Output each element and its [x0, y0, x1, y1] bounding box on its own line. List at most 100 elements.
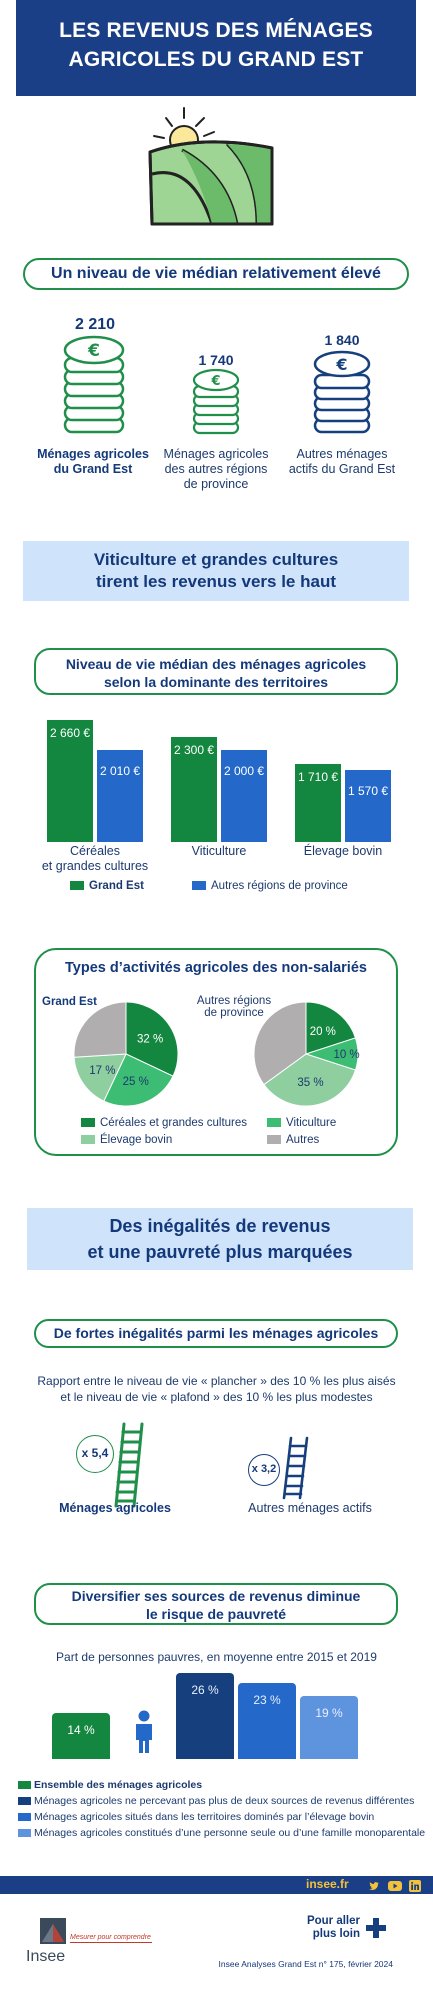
page-title: LES REVENUS DES MÉNAGES AGRICOLES DU GRA… — [16, 0, 416, 96]
bar-grand-est: 2 300 € — [171, 736, 217, 842]
label-line: actifs du Grand Est — [288, 462, 396, 476]
insee-tagline: Mesurer pour comprendre — [70, 1934, 152, 1943]
label-agri-grand-est: Ménages agricoles du Grand Est — [25, 447, 161, 477]
poverty-bar: 19 % — [300, 1696, 358, 1759]
category-label: Céréales et grandes cultures — [41, 844, 149, 873]
legend-label: Céréales et grandes cultures — [100, 1117, 248, 1129]
bar-value-label: 23 % — [253, 1692, 281, 1707]
description-line: et le niveau de vie « plafond » des 10 %… — [60, 1390, 373, 1404]
description-line: Rapport entre le niveau de vie « planche… — [37, 1374, 396, 1388]
section1-heading: Un niveau de vie médian relativement éle… — [23, 258, 409, 290]
linkedin-icon[interactable] — [409, 1879, 421, 1892]
heading-line: Niveau de vie médian des ménages agricol… — [65, 656, 367, 672]
legend-elevage: Élevage bovin — [81, 1134, 172, 1146]
amount-agri-other-regions: 1 740 — [198, 352, 234, 368]
bar-value-label: 19 % — [315, 1706, 343, 1721]
legend-swatch — [267, 1135, 281, 1145]
section-banner-1: Viticulture et grandes cultures tirent l… — [23, 541, 409, 601]
publication-reference: Insee Analyses Grand Est n° 175, février… — [218, 1959, 393, 1969]
legend-grand-est: Grand Est — [70, 880, 144, 892]
twitter-icon[interactable] — [368, 1879, 380, 1891]
legend-swatch — [81, 1118, 95, 1128]
pie-title-grand-est: Grand Est — [42, 996, 97, 1008]
insee-logo — [38, 1916, 68, 1946]
bar-value-label: 1 570 € — [347, 783, 389, 798]
pie-slice-label: 32 % — [137, 1034, 163, 1046]
youtube-icon[interactable] — [388, 1879, 402, 1891]
ratio-other-badge: x 3,2 — [248, 1454, 280, 1486]
title-line-2: AGRICOLES DU GRAND EST — [68, 48, 364, 71]
more-info-link[interactable]: Pour aller plus loin — [296, 1915, 360, 1941]
ladder-icon — [282, 1436, 309, 1500]
bar-value-label: 1 710 € — [297, 769, 339, 784]
pie-title-line: de province — [204, 1007, 264, 1019]
pie-slice-label: 25 % — [123, 1076, 149, 1088]
category-label: Viticulture — [191, 844, 247, 858]
label-line: des autres régions — [164, 462, 268, 476]
pie-slice-label: 35 % — [297, 1077, 323, 1089]
insee-logo-text: Insee — [26, 1948, 66, 1965]
legend-label: Grand Est — [89, 880, 144, 892]
legend-poverty-all: Ensemble des ménages agricoles — [18, 1779, 202, 1791]
insee-site-link[interactable]: insee.fr — [306, 1877, 349, 1891]
section-banner-2: Des inégalités de revenus et une pauvret… — [27, 1208, 413, 1270]
heading-line: Diversifier ses sources de revenus dimin… — [71, 1588, 361, 1604]
inequality-heading: De fortes inégalités parmi les ménages a… — [34, 1319, 398, 1348]
pie-title-other-regions: Autres régions de province — [186, 995, 282, 1019]
legend-poverty-single: Ménages agricoles constitués d’une perso… — [18, 1827, 425, 1839]
ratio-other-label: Autres ménages actifs — [248, 1501, 372, 1515]
field-sun-icon — [148, 107, 274, 226]
bar-chart-median-income: 2 660 € 2 010 € Céréales et grandes culture… — [0, 700, 433, 900]
poverty-bar: 26 % — [176, 1673, 234, 1759]
pie-slice — [263, 1053, 357, 1107]
more-info-line: plus loin — [312, 1928, 360, 1940]
bar-value-label: 2 660 € — [49, 726, 91, 740]
legend-autres: Autres — [267, 1134, 319, 1146]
legend-poverty-two-sources: Ménages agricoles ne percevant pas plus … — [18, 1795, 414, 1807]
svg-text:€: € — [335, 355, 347, 374]
pie-slice-label: 17 % — [89, 1065, 115, 1077]
legend-label: Ménages agricoles constitués d’une perso… — [34, 1827, 426, 1839]
legend-swatch — [18, 1813, 31, 1822]
bar-other-regions: 2 000 € — [221, 750, 267, 842]
label-line: du Grand Est — [53, 462, 133, 476]
legend-label: Ménages agricoles ne percevant pas plus … — [34, 1795, 415, 1807]
pie-slice-label: 10 % — [333, 1049, 359, 1061]
pie-slice — [73, 1053, 127, 1102]
ratio-agri-label: Ménages agricoles — [59, 1501, 171, 1515]
legend-swatch — [18, 1797, 31, 1806]
pie-slice — [103, 1053, 174, 1107]
label-line: Ménages agricoles — [37, 447, 149, 461]
coin-stack-icon: € — [63, 335, 125, 434]
bar-chart-poverty: 14 % 26 % 23 % 19 % — [0, 1665, 433, 1765]
legend-label: Viticulture — [286, 1117, 337, 1129]
title-line-1: LES REVENUS DES MÉNAGES — [59, 19, 373, 42]
footer-bar — [0, 1876, 433, 1894]
pie-charts-card — [34, 948, 398, 1156]
label-line: Autres ménages — [296, 447, 388, 461]
legend-label: Autres régions de province — [211, 880, 348, 892]
bar-value-label: 2 000 € — [223, 764, 265, 779]
legend-swatch — [70, 881, 84, 891]
inequality-description: Rapport entre le niveau de vie « planche… — [10, 1373, 423, 1405]
label-other-households: Autres ménages actifs du Grand Est — [282, 447, 402, 477]
bar-value-label: 2 300 € — [173, 742, 215, 757]
legend-label: Ménages agricoles situés dans les territ… — [34, 1811, 375, 1823]
label-line: Ménages agricoles — [163, 447, 269, 461]
plus-icon[interactable] — [365, 1917, 387, 1939]
poverty-bar: 14 % — [52, 1712, 110, 1759]
amount-other-households: 1 840 — [324, 332, 360, 348]
bar-other-regions: 2 010 € — [97, 749, 143, 842]
coin-stack-icon: € — [192, 368, 240, 435]
person-icon — [136, 1710, 152, 1753]
banner-line: Des inégalités de revenus — [109, 1216, 331, 1236]
poverty-bar: 23 % — [238, 1682, 296, 1759]
ladder-icon — [114, 1422, 144, 1508]
banner-line: tirent les revenus vers le haut — [96, 572, 336, 591]
pie-charts-title: Types d’activités agricoles des non-sala… — [65, 960, 367, 976]
amount-agri-grand-est: 2 210 — [74, 316, 116, 333]
legend-swatch — [81, 1135, 95, 1145]
legend-label: Élevage bovin — [100, 1134, 173, 1146]
legend-label: Autres — [286, 1134, 320, 1146]
legend-poverty-bovin: Ménages agricoles situés dans les territ… — [18, 1811, 374, 1823]
